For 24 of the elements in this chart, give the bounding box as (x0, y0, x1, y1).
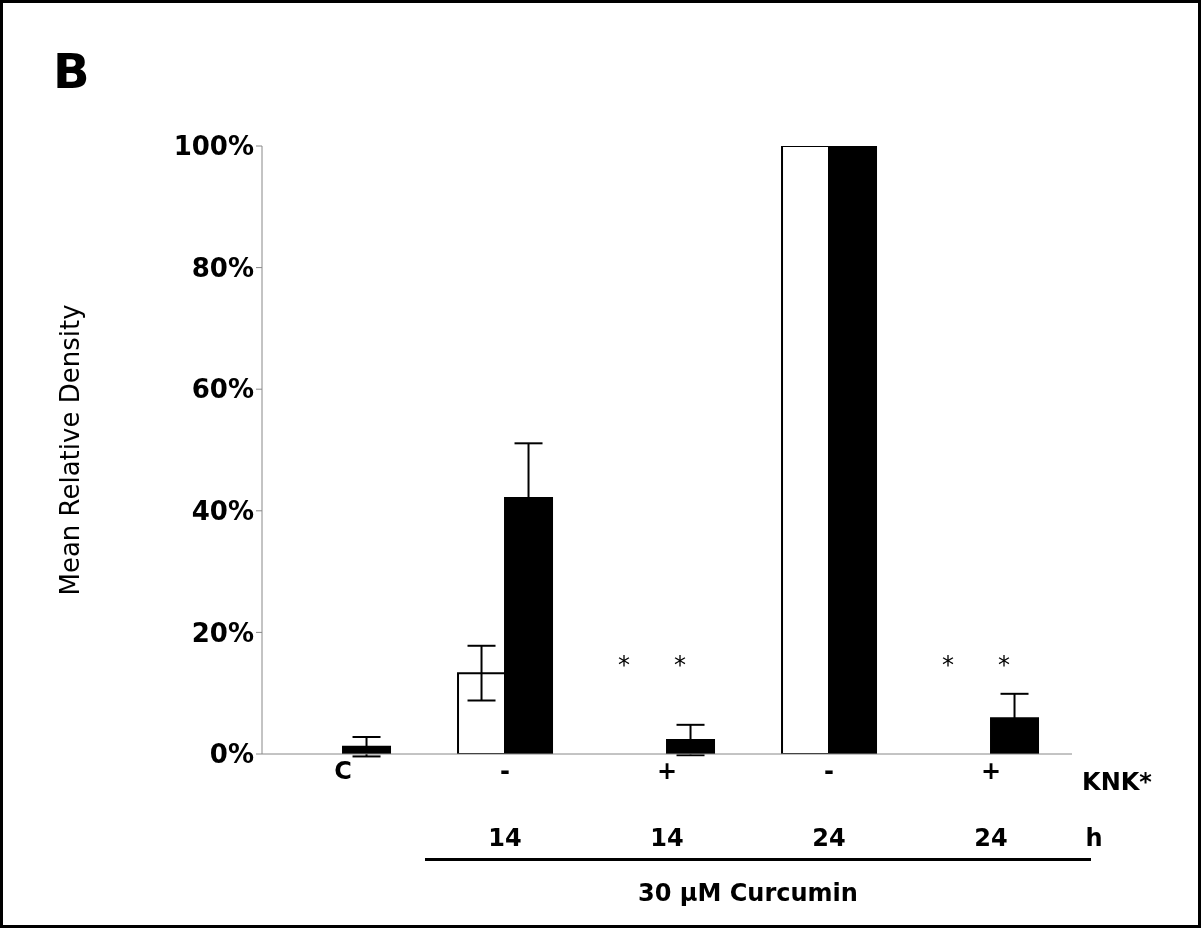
y-tick-label: 60% (191, 374, 254, 405)
y-tick-label: 20% (191, 617, 254, 648)
y-tick-label: 80% (191, 252, 254, 283)
text: h (1085, 824, 1103, 852)
y-tick-label: 40% (191, 496, 254, 527)
text: 30 µM Curcumin (638, 879, 858, 907)
text: 14 (650, 824, 684, 852)
x-tick-label: + (980, 757, 1002, 786)
annotation: * (942, 651, 954, 680)
annotation: * (618, 651, 630, 680)
x-tick-label: C (334, 757, 352, 786)
annotation: * (998, 651, 1010, 680)
x-tick-label: + (656, 757, 678, 786)
y-tick-label: 100% (173, 131, 254, 162)
x-tick-label: - (824, 757, 834, 786)
chart-title: B (53, 43, 90, 99)
y-tick-label: 0% (209, 739, 254, 770)
text: 24 (812, 824, 846, 852)
text: 24 (974, 824, 1008, 852)
y-axis-title: Mean Relative Density (55, 304, 86, 596)
x-tick-label: - (500, 757, 510, 786)
text: 14 (488, 824, 522, 852)
annotation: * (674, 651, 686, 680)
text: KNK* (1082, 768, 1152, 796)
